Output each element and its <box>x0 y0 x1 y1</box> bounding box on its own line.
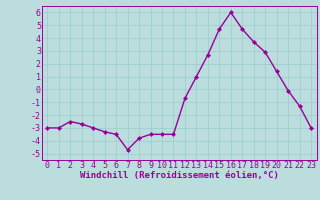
X-axis label: Windchill (Refroidissement éolien,°C): Windchill (Refroidissement éolien,°C) <box>80 171 279 180</box>
